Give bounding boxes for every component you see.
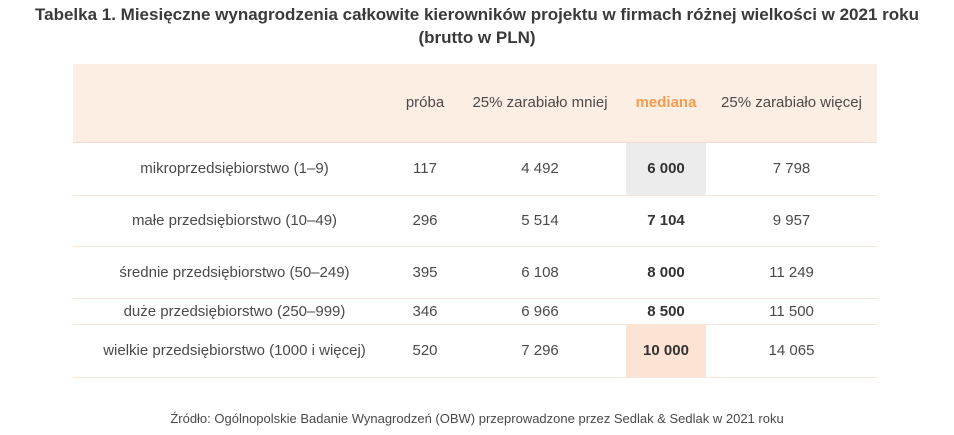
median-cell: 8 000 bbox=[647, 263, 685, 281]
header-median: mediana bbox=[626, 64, 706, 143]
sample-cell: 117 bbox=[413, 160, 437, 177]
table-row: średnie przedsiębiorstwo (50–249) 395 6 … bbox=[73, 246, 877, 298]
upper-quartile-cell: 11 249 bbox=[769, 263, 814, 281]
table-title: Tabelka 1. Miesięczne wynagrodzenia całk… bbox=[0, 3, 954, 49]
header-upper-quartile: 25% zarabiało więcej bbox=[706, 64, 877, 143]
sample-cell: 520 bbox=[412, 342, 438, 359]
row-label: wielkie przedsiębiorstwo (1000 i więcej) bbox=[103, 342, 366, 359]
table-row: duże przedsiębiorstwo (250–999) 346 6 96… bbox=[73, 298, 877, 324]
lower-quartile-cell: 6 966 bbox=[521, 302, 559, 320]
upper-quartile-cell: 7 798 bbox=[772, 160, 811, 177]
row-label: małe przedsiębiorstwo (10–49) bbox=[131, 212, 338, 229]
upper-quartile-cell: 11 500 bbox=[769, 302, 814, 320]
table-row: małe przedsiębiorstwo (10–49) 296 5 514 … bbox=[73, 195, 877, 246]
sample-cell: 395 bbox=[412, 263, 438, 281]
median-cell: 10 000 bbox=[626, 324, 706, 377]
table-title-line-1: Tabelka 1. Miesięczne wynagrodzenia całk… bbox=[35, 5, 919, 24]
header-company-size bbox=[73, 64, 396, 143]
table-row: mikroprzedsiębiorstwo (1–9) 117 4 492 6 … bbox=[73, 142, 877, 195]
lower-quartile-cell: 7 296 bbox=[521, 342, 559, 359]
source-note: Źródło: Ogólnopolskie Badanie Wynagrodze… bbox=[170, 411, 784, 426]
lower-quartile-cell: 4 492 bbox=[521, 160, 559, 177]
table-row: wielkie przedsiębiorstwo (1000 i więcej)… bbox=[73, 324, 877, 377]
lower-quartile-cell: 6 108 bbox=[521, 263, 559, 281]
lower-quartile-cell: 5 514 bbox=[521, 212, 559, 229]
median-cell: 6 000 bbox=[626, 142, 706, 195]
median-cell: 7 104 bbox=[647, 212, 685, 229]
table-title-line-2: (brutto w PLN) bbox=[418, 28, 536, 47]
median-cell: 8 500 bbox=[647, 302, 685, 320]
row-label: mikroprzedsiębiorstwo (1–9) bbox=[140, 160, 329, 177]
sample-cell: 296 bbox=[412, 212, 438, 229]
row-label: średnie przedsiębiorstwo (50–249) bbox=[119, 263, 350, 281]
header-lower-quartile: 25% zarabiało mniej bbox=[454, 64, 626, 143]
upper-quartile-cell: 14 065 bbox=[768, 342, 815, 359]
row-label: duże przedsiębiorstwo (250–999) bbox=[123, 302, 346, 320]
sample-cell: 346 bbox=[412, 302, 438, 320]
upper-quartile-cell: 9 957 bbox=[772, 212, 811, 229]
header-sample: próba bbox=[396, 64, 454, 143]
salary-table: próba 25% zarabiało mniej mediana 25% za… bbox=[73, 64, 877, 378]
header-row: próba 25% zarabiało mniej mediana 25% za… bbox=[73, 64, 877, 143]
